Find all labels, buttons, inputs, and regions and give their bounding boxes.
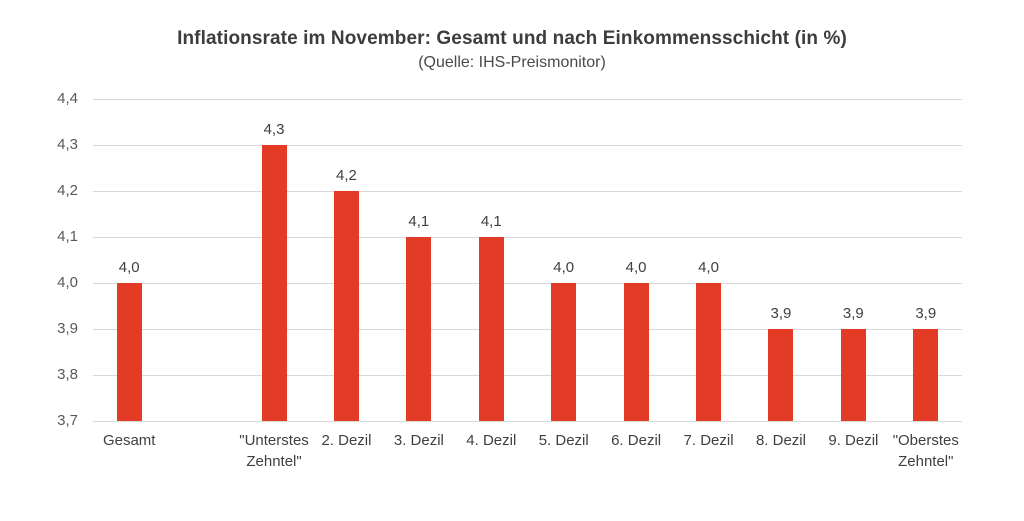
x-axis-label: "Oberstes Zehntel" <box>892 432 959 470</box>
y-tick-label: 4,0 <box>57 274 78 291</box>
x-axis-label: 5. Dezil <box>538 432 589 449</box>
bar-7. Dezil <box>696 283 722 421</box>
x-axis-label: 7. Dezil <box>683 432 734 449</box>
bar-5. Dezil <box>551 283 577 421</box>
gridline <box>93 283 962 284</box>
x-axis-label: 9. Dezil <box>828 432 879 449</box>
y-tick-label: 3,9 <box>57 320 78 337</box>
bar-value-label: 4,0 <box>553 259 575 276</box>
y-tick-label: 4,2 <box>57 182 78 199</box>
gridline <box>93 375 962 376</box>
bar-"Unterstes Zehntel" <box>261 145 287 421</box>
x-axis-label: "Unterstes Zehntel" <box>239 432 309 470</box>
bar-value-label: 4,1 <box>408 213 430 230</box>
y-tick-label: 4,1 <box>57 228 78 245</box>
gridline <box>93 421 962 422</box>
bar-value-label: 4,0 <box>625 259 647 276</box>
y-tick-label: 3,7 <box>57 412 78 429</box>
y-tick-label: 3,8 <box>57 366 78 383</box>
x-axis-label: 8. Dezil <box>755 432 806 449</box>
bar-value-label: 4,2 <box>336 167 357 184</box>
gridline <box>93 329 962 330</box>
y-tick-label: 4,4 <box>57 90 78 107</box>
bar-value-label: 4,1 <box>480 213 502 230</box>
bar-6. Dezil <box>623 283 649 421</box>
bar-value-label: 4,3 <box>263 121 285 138</box>
x-axis-label: 4. Dezil <box>466 432 517 449</box>
chart-title: Inflationsrate im November: Gesamt und n… <box>177 28 847 49</box>
bar-Gesamt <box>116 283 142 421</box>
bar-9. Dezil <box>840 329 866 421</box>
x-axis-label: 6. Dezil <box>611 432 662 449</box>
x-axis-label: Gesamt <box>102 432 156 449</box>
gridline <box>93 237 962 238</box>
bar-value-label: 3,9 <box>842 305 864 322</box>
y-tick-label: 4,3 <box>57 136 78 153</box>
x-axis-label: 2. Dezil <box>321 432 372 449</box>
bar-value-label: 3,9 <box>915 305 937 322</box>
bar-value-label: 4,0 <box>118 259 140 276</box>
bar-4. Dezil <box>478 237 504 421</box>
gridline <box>93 145 962 146</box>
bar-3. Dezil <box>406 237 432 421</box>
x-axis-label: 3. Dezil <box>393 432 444 449</box>
bar-"Oberstes Zehntel" <box>913 329 939 421</box>
plot-area: 4,0 4,3 4,2 4,1 4,1 4,0 4,0 4,0 3,9 3,9 3,9 <box>93 99 962 422</box>
chart-subtitle: (Quelle: IHS-Preismonitor) <box>418 54 606 71</box>
bar-value-label: 4,0 <box>698 259 719 276</box>
bar-value-label: 3,9 <box>770 305 792 322</box>
gridline <box>93 191 962 192</box>
bar-2. Dezil <box>333 191 359 421</box>
gridline <box>93 99 962 100</box>
bar-8. Dezil <box>768 329 794 421</box>
